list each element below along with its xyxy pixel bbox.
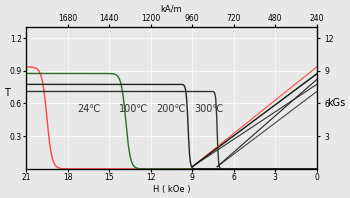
X-axis label: H ( kOe ): H ( kOe ): [153, 185, 190, 194]
Y-axis label: T: T: [4, 88, 10, 98]
Y-axis label: kGs: kGs: [328, 98, 346, 108]
X-axis label: kA/m: kA/m: [161, 4, 182, 13]
Text: 100℃: 100℃: [119, 104, 149, 114]
Text: 200℃: 200℃: [157, 104, 186, 114]
Text: 300℃: 300℃: [194, 104, 224, 114]
Text: 24℃: 24℃: [77, 104, 100, 114]
